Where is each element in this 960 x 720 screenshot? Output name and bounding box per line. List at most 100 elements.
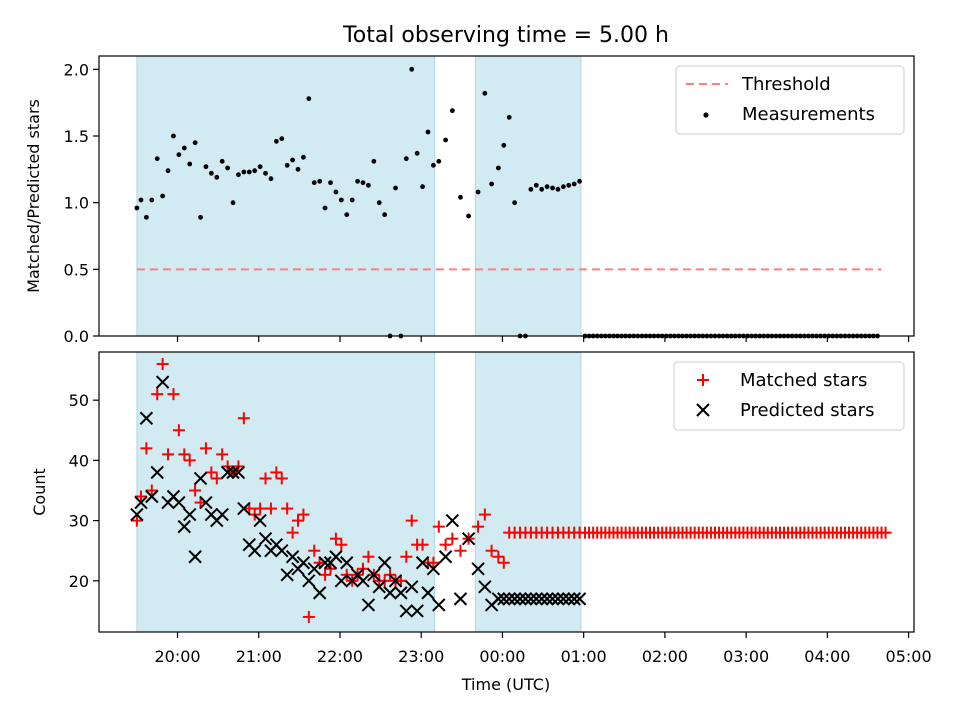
matched-star-point [478, 508, 491, 521]
predicted-star-point [340, 556, 354, 570]
measurement-point [414, 150, 420, 156]
predicted-star-point [545, 592, 560, 606]
top-data-marks [134, 66, 882, 339]
predicted-star-point [453, 592, 468, 606]
matched-star-point [446, 532, 459, 545]
top-x-ticks [176, 336, 910, 342]
measurement-point [273, 138, 279, 144]
measurement-point [539, 186, 545, 192]
top-axes: 0.00.51.01.52.0 Matched/Predicted stars … [24, 55, 915, 346]
matched-star-point [259, 472, 272, 485]
measurement-point [165, 168, 171, 174]
matched-star-point [292, 514, 305, 527]
predicted-star-point [438, 550, 453, 564]
matched-star-point [194, 496, 207, 509]
bottom-y-ticks: 20 30 40 50 [69, 391, 99, 591]
matched-star-point [302, 610, 315, 623]
measurement-point [322, 205, 328, 211]
measurement-point [317, 178, 323, 184]
matched-star-point [264, 502, 277, 515]
measurement-point [203, 164, 209, 170]
measurement-point [566, 182, 572, 188]
measurement-point [371, 158, 377, 164]
predicted-star-point [572, 592, 587, 606]
measurement-point [311, 180, 317, 186]
predicted-star-point [247, 544, 262, 558]
measurement-point [449, 108, 455, 114]
measurement-point [475, 189, 481, 195]
measurement-point [482, 90, 488, 96]
predicted-star-point [199, 495, 213, 510]
predicted-star-point [215, 507, 229, 522]
measurement-point [577, 178, 583, 184]
measurement-point [192, 140, 198, 146]
measurement-point [171, 133, 176, 139]
legend-threshold-label: Threshold [741, 74, 831, 95]
y-tick-label: 30 [69, 512, 89, 531]
matched-star-point [216, 448, 229, 461]
measurement-point [443, 137, 448, 143]
predicted-star-point [220, 465, 235, 480]
top-legend: Threshold Measurements [675, 65, 905, 135]
predicted-star-point [329, 550, 343, 564]
predicted-star-point [193, 471, 208, 486]
matched-star-point [454, 544, 467, 557]
measurement-point [154, 156, 160, 162]
matched-star-point [394, 574, 407, 587]
legend-predicted-swatch [696, 403, 710, 417]
matched-star-point [879, 526, 892, 539]
y-tick-label: 0.5 [64, 260, 89, 279]
x-tick-label: 23:00 [398, 647, 444, 666]
matched-star-point [319, 568, 332, 581]
predicted-star-point [253, 513, 267, 528]
matched-star-point [237, 412, 250, 425]
matched-star-point [497, 556, 510, 569]
matched-star-point [335, 538, 348, 551]
predicted-star-point [134, 495, 148, 510]
y-tick-label: 40 [69, 451, 89, 470]
predicted-star-point [461, 531, 476, 546]
measurement-point [268, 176, 274, 182]
measurement-point [425, 129, 431, 135]
predicted-star-point [302, 574, 316, 588]
x-tick-label: 20:00 [154, 647, 200, 666]
measurement-point [241, 169, 247, 175]
x-tick-label: 01:00 [561, 647, 607, 666]
measurement-point [501, 142, 507, 148]
y-tick-label: 50 [69, 391, 89, 410]
predicted-star-point [513, 592, 527, 606]
matched-star-point [405, 514, 418, 527]
bottom-axes: 20 30 40 50 20:00 21:00 22:00 23:00 00:00 01:00 0… [30, 351, 932, 694]
measurement-point [208, 170, 214, 176]
predicted-star-point [312, 586, 327, 600]
top-axes-frame [98, 55, 915, 337]
predicted-star-point [399, 604, 414, 618]
predicted-star-point [502, 592, 516, 606]
measurement-point [560, 184, 566, 190]
predicted-star-point [226, 465, 240, 480]
predicted-star-point [432, 598, 446, 612]
predicted-star-point [394, 586, 408, 600]
predicted-star-point [426, 562, 441, 576]
measurement-point [533, 182, 539, 188]
predicted-star-point [388, 574, 403, 588]
shaded-region-2 [474, 351, 582, 633]
measurement-point [301, 154, 306, 160]
matched-star-point [243, 502, 256, 515]
measurement-point [458, 194, 463, 200]
measurement-point [376, 200, 382, 206]
predicted-star-point [177, 519, 191, 534]
measurement-point [550, 185, 555, 191]
x-tick-label: 02:00 [642, 647, 688, 666]
predicted-star-point [478, 580, 492, 594]
matched-star-point [178, 448, 191, 461]
measurement-point [409, 66, 415, 72]
matched-star-point [199, 442, 212, 455]
predicted-star-point [172, 495, 186, 510]
measurement-point [295, 166, 301, 172]
x-tick-label: 03:00 [723, 647, 769, 666]
measurement-point [176, 152, 182, 158]
bottom-legend: Matched stars Predicted stars [673, 361, 905, 431]
measurement-point [382, 212, 388, 218]
matched-star-point [439, 538, 452, 551]
